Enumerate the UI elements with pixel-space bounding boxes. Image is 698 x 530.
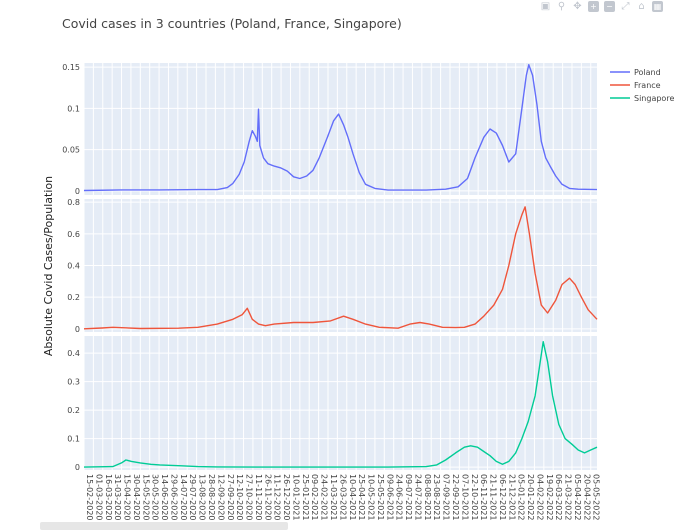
legend-label: France xyxy=(634,81,661,90)
x-tick-label: 21-12-2021 xyxy=(507,474,516,521)
chart-title: Covid cases in 3 countries (Poland, Fran… xyxy=(62,16,402,31)
x-tick-label: 23-08-2021 xyxy=(432,474,441,521)
plot-modebar: ▣ ⚲ ✥ + − ⤢ ⌂ ▦ xyxy=(540,0,663,12)
x-tick-label: 28-08-2020 xyxy=(207,474,216,521)
x-tick-label: 06-11-2021 xyxy=(479,474,488,521)
x-tick-label: 16-03-2020 xyxy=(104,474,113,521)
y-tick-label: 0.2 xyxy=(67,293,80,302)
x-tick-label: 11-12-2020 xyxy=(273,474,282,521)
x-tick-label: 30-04-2020 xyxy=(132,474,141,521)
x-tick-label: 25-05-2021 xyxy=(376,474,385,521)
y-tick-label: 0 xyxy=(75,325,80,334)
x-tick-label: 21-03-2022 xyxy=(564,474,573,521)
x-tick-label: 09-07-2021 xyxy=(404,474,413,521)
x-tick-label: 07-09-2021 xyxy=(442,474,451,521)
legend-label: Singapore xyxy=(634,94,674,103)
y-tick-label: 0.1 xyxy=(67,104,80,113)
x-tick-label: 19-02-2022 xyxy=(545,474,554,521)
x-tick-label: 27-09-2020 xyxy=(226,474,235,521)
x-tick-label: 24-07-2021 xyxy=(413,474,422,521)
legend: Poland France Singapore xyxy=(610,68,674,103)
subplot-singapore: 0 0.1 0.2 0.3 0.4 xyxy=(67,336,598,472)
x-tick-label: 06-03-2022 xyxy=(554,474,563,521)
plot-area xyxy=(84,336,597,470)
y-tick-label: 0.6 xyxy=(67,230,80,239)
x-tick-label: 05-05-2022 xyxy=(592,474,601,521)
x-tick-label: 05-04-2022 xyxy=(573,474,582,521)
x-tick-label: 06-12-2021 xyxy=(498,474,507,521)
series-line-singapore[interactable] xyxy=(83,341,598,468)
plotly-logo-icon[interactable]: ▦ xyxy=(652,0,663,12)
x-tick-label: 30-05-2020 xyxy=(151,474,160,521)
x-tick-label: 25-04-2021 xyxy=(357,474,366,521)
x-tick-label: 15-02-2020 xyxy=(85,474,94,521)
horizontal-scrollbar[interactable] xyxy=(40,522,288,530)
y-tick-label: 0 xyxy=(75,463,80,472)
x-tick-label: 13-08-2020 xyxy=(198,474,207,521)
y-tick-label: 0.3 xyxy=(67,378,80,387)
x-tick-label: 09-06-2021 xyxy=(385,474,394,521)
x-tick-label: 14-07-2020 xyxy=(179,474,188,521)
camera-icon[interactable]: ▣ xyxy=(540,0,551,12)
x-tick-label: 21-11-2021 xyxy=(489,474,498,521)
x-tick-label: 29-06-2020 xyxy=(170,474,179,521)
y-tick-label: 0.1 xyxy=(67,435,80,444)
x-tick-label: 15-04-2020 xyxy=(123,474,132,521)
y-tick-label: 0.05 xyxy=(62,146,80,155)
x-tick-label: 12-09-2020 xyxy=(216,474,225,521)
x-tick-label: 10-01-2021 xyxy=(292,474,301,521)
legend-item-france[interactable]: France xyxy=(610,81,661,90)
x-axis-ticks: 15-02-2020 01-03-2020 16-03-2020 31-03-2020… xyxy=(85,474,601,521)
x-tick-label: 25-01-2021 xyxy=(301,474,310,521)
legend-item-poland[interactable]: Poland xyxy=(610,68,661,77)
x-tick-label: 07-10-2021 xyxy=(460,474,469,521)
y-tick-label: 0.4 xyxy=(67,349,80,358)
series-line-france[interactable] xyxy=(83,206,598,330)
x-tick-label: 05-01-2022 xyxy=(517,474,526,521)
x-tick-label: 22-10-2021 xyxy=(470,474,479,521)
x-tick-label: 20-01-2022 xyxy=(526,474,535,521)
y-tick-label: 0.15 xyxy=(62,63,80,72)
x-tick-label: 10-05-2021 xyxy=(367,474,376,521)
plot-area xyxy=(84,63,597,195)
x-tick-label: 22-09-2021 xyxy=(451,474,460,521)
x-tick-label: 26-12-2020 xyxy=(282,474,291,521)
subplot-poland: 0 0.05 0.1 0.15 xyxy=(62,63,598,196)
pan-icon[interactable]: ✥ xyxy=(573,0,582,12)
x-tick-label: 27-10-2020 xyxy=(245,474,254,521)
x-tick-label: 08-08-2021 xyxy=(423,474,432,521)
x-tick-label: 04-02-2022 xyxy=(535,474,544,521)
y-tick-label: 0.4 xyxy=(67,262,80,271)
zoom-in-icon[interactable]: + xyxy=(588,0,599,12)
series-line-poland[interactable] xyxy=(83,63,598,192)
x-tick-label: 29-07-2020 xyxy=(188,474,197,521)
y-tick-label: 0.8 xyxy=(67,198,80,207)
x-tick-label: 26-03-2021 xyxy=(338,474,347,521)
x-tick-label: 09-02-2021 xyxy=(310,474,319,521)
x-tick-label: 20-04-2022 xyxy=(582,474,591,521)
x-tick-label: 11-03-2021 xyxy=(329,474,338,521)
x-tick-label: 15-05-2020 xyxy=(141,474,150,521)
x-tick-label: 14-06-2020 xyxy=(160,474,169,521)
x-tick-label: 26-11-2020 xyxy=(263,474,272,521)
subplot-france: 0 0.2 0.4 0.6 0.8 xyxy=(67,198,598,334)
zoom-out-icon[interactable]: − xyxy=(604,0,615,12)
y-axis-title: Absolute Covid Cases/Population xyxy=(42,176,55,356)
y-tick-label: 0 xyxy=(75,187,80,196)
home-icon[interactable]: ⌂ xyxy=(638,0,645,12)
x-tick-label: 11-11-2020 xyxy=(254,474,263,521)
x-tick-label: 31-03-2020 xyxy=(113,474,122,521)
x-tick-label: 24-02-2021 xyxy=(320,474,329,521)
x-tick-label: 10-04-2021 xyxy=(348,474,357,521)
autoscale-icon[interactable]: ⤢ xyxy=(621,0,630,12)
zoom-icon[interactable]: ⚲ xyxy=(557,0,566,12)
x-tick-label: 12-10-2020 xyxy=(235,474,244,521)
x-tick-label: 01-03-2020 xyxy=(94,474,103,521)
legend-item-singapore[interactable]: Singapore xyxy=(610,94,674,103)
y-tick-label: 0.2 xyxy=(67,406,80,415)
x-tick-label: 24-06-2021 xyxy=(395,474,404,521)
legend-label: Poland xyxy=(634,68,661,77)
